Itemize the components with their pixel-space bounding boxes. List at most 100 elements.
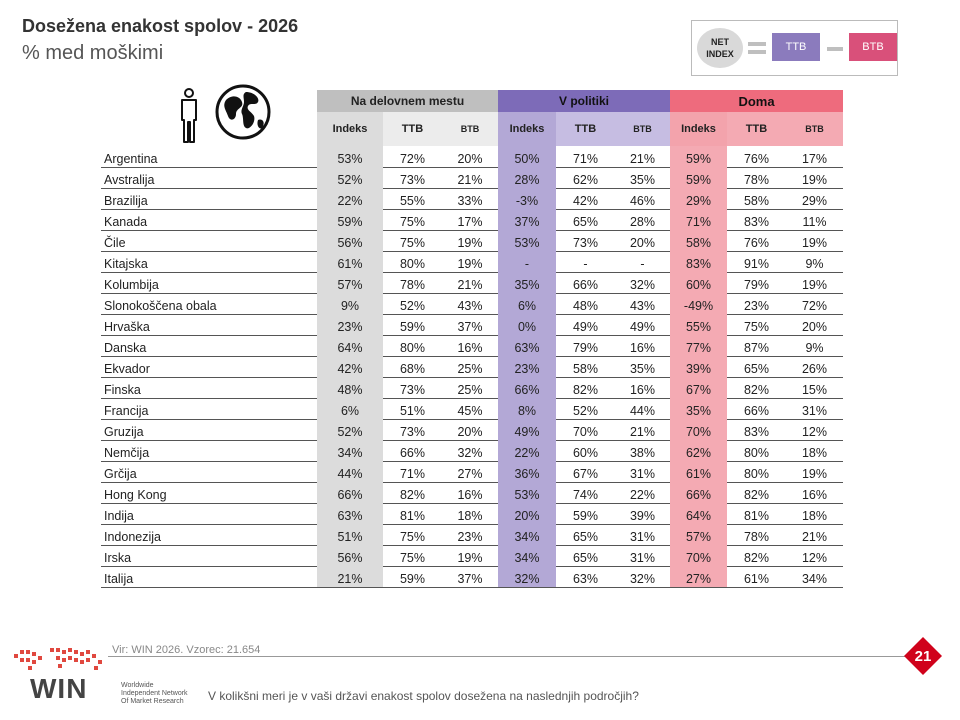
value-cell: 75% [399, 215, 426, 229]
table-row: Ekvador 42% 68% 25% 23% 58% 35% 39% 65% 26% [101, 356, 843, 378]
value-cell: 75% [399, 236, 426, 250]
logo-tagline: Worldwide Independent Network Of Market … [121, 682, 188, 705]
value-cell: 48% [572, 299, 599, 313]
value-cell: 78% [743, 530, 770, 544]
value-cell: 17% [457, 215, 483, 229]
minus-icon [827, 47, 843, 51]
value-cell: 8% [498, 398, 556, 419]
value-cell: 82% [743, 488, 770, 502]
value-cell: - [640, 257, 645, 271]
value-cell: 71% [399, 467, 426, 481]
value-cell: 73% [399, 173, 426, 187]
column-header: Indeks [498, 112, 556, 146]
value-cell: 20% [801, 320, 828, 334]
table-row: Brazilija 22% 55% 33% -3% 42% 46% 29% 58% 29% [101, 188, 843, 210]
value-cell: 21% [457, 278, 483, 292]
value-cell: 59% [399, 572, 426, 586]
value-cell: 75% [399, 551, 426, 565]
value-cell: 6% [498, 293, 556, 314]
man-icon [181, 88, 197, 143]
value-cell: 49% [629, 320, 656, 334]
table-row: Francija 6% 51% 45% 8% 52% 44% 35% 66% 31% [101, 398, 843, 420]
value-cell: 57% [317, 272, 383, 293]
column-header: BTB [615, 112, 670, 146]
value-cell: 80% [743, 467, 770, 481]
value-cell: 22% [498, 440, 556, 461]
country-name: Argentina [104, 152, 158, 166]
value-cell: 65% [572, 551, 599, 565]
value-cell: 32% [457, 446, 483, 460]
value-cell: 26% [801, 362, 828, 376]
page-subtitle: % med moškimi [22, 42, 164, 64]
value-cell: 73% [399, 383, 426, 397]
value-cell: 83% [670, 251, 727, 272]
value-cell: 52% [399, 299, 426, 313]
value-cell: 61% [670, 461, 727, 482]
value-cell: 29% [801, 194, 828, 208]
value-cell: 32% [629, 572, 656, 586]
value-cell: 39% [670, 356, 727, 377]
value-cell: 82% [743, 383, 770, 397]
value-cell: 61% [743, 572, 770, 586]
column-header: TTB [727, 112, 786, 146]
value-cell: 16% [457, 488, 483, 502]
value-cell: 36% [498, 461, 556, 482]
page-number: 21 [914, 647, 932, 665]
value-cell: 0% [498, 314, 556, 335]
value-cell: 18% [801, 446, 828, 460]
value-cell: 32% [498, 566, 556, 587]
value-cell: 23% [317, 314, 383, 335]
table-row: Hrvaška 23% 59% 37% 0% 49% 49% 55% 75% 20% [101, 314, 843, 336]
value-cell: 49% [572, 320, 599, 334]
value-cell: 56% [317, 230, 383, 251]
value-cell: 72% [801, 299, 828, 313]
country-name: Kolumbija [104, 278, 159, 292]
value-cell: 31% [629, 530, 656, 544]
value-cell: 80% [399, 341, 426, 355]
column-header: Indeks [317, 112, 383, 146]
value-cell: 59% [670, 146, 727, 167]
country-name: Kanada [104, 215, 148, 229]
value-cell: 70% [670, 545, 727, 566]
value-cell: 66% [399, 446, 426, 460]
value-cell: 75% [743, 320, 770, 334]
value-cell: 37% [498, 209, 556, 230]
value-cell: 56% [317, 545, 383, 566]
globe-icon [215, 84, 271, 140]
value-cell: 66% [317, 482, 383, 503]
value-cell: 78% [399, 278, 426, 292]
table-row: Indija 63% 81% 18% 20% 59% 39% 64% 81% 18% [101, 503, 843, 525]
value-cell: 22% [317, 188, 383, 209]
country-name: Čile [104, 236, 126, 250]
value-cell: 48% [317, 377, 383, 398]
value-cell: 73% [399, 425, 426, 439]
value-cell: 20% [498, 503, 556, 524]
value-cell: 78% [743, 173, 770, 187]
value-cell: 15% [801, 383, 828, 397]
value-cell: 70% [572, 425, 599, 439]
source-note: Vir: WIN 2026. Vzorec: 21.654 [112, 644, 261, 656]
value-cell: 83% [743, 425, 770, 439]
value-cell: 19% [801, 467, 828, 481]
value-cell: 34% [317, 440, 383, 461]
value-cell: 17% [801, 152, 828, 166]
value-cell: 51% [317, 524, 383, 545]
value-cell: 18% [801, 509, 828, 523]
value-cell: 51% [399, 404, 426, 418]
logo-wordmark: WIN [30, 673, 88, 704]
table-row: Argentina 53% 72% 20% 50% 71% 21% 59% 76% 17% [101, 146, 843, 168]
value-cell: 66% [743, 404, 770, 418]
country-name: Indija [104, 509, 134, 523]
value-cell: 76% [743, 236, 770, 250]
value-cell: 28% [629, 215, 656, 229]
value-cell: 50% [498, 146, 556, 167]
value-cell: 45% [457, 404, 483, 418]
value-cell: 19% [457, 551, 483, 565]
value-cell: 63% [572, 572, 599, 586]
value-cell: 81% [399, 509, 426, 523]
country-name: Kitajska [104, 257, 148, 271]
value-cell: 20% [629, 236, 656, 250]
value-cell: 80% [399, 257, 426, 271]
country-name: Hrvaška [104, 320, 150, 334]
table-row: Irska 56% 75% 19% 34% 65% 31% 70% 82% 12% [101, 545, 843, 567]
